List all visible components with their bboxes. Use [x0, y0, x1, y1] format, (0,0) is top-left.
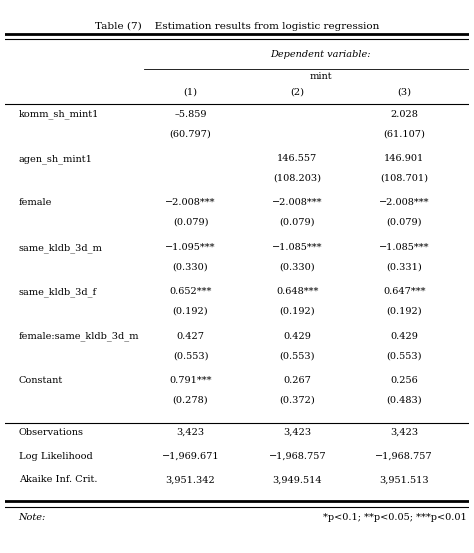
Text: (2): (2): [291, 88, 304, 97]
Text: (0.192): (0.192): [386, 307, 422, 316]
Text: −2.008***: −2.008***: [379, 199, 429, 207]
Text: mint: mint: [310, 72, 332, 81]
Text: −1,968.757: −1,968.757: [269, 452, 326, 461]
Text: (0.192): (0.192): [173, 307, 209, 316]
Text: (0.278): (0.278): [173, 396, 209, 405]
Text: 0.429: 0.429: [283, 332, 311, 341]
Text: −1,969.671: −1,969.671: [162, 452, 219, 461]
Text: (3): (3): [397, 88, 411, 97]
Text: (60.797): (60.797): [170, 129, 211, 138]
Text: 146.557: 146.557: [277, 154, 318, 163]
Text: −1,968.757: −1,968.757: [375, 452, 433, 461]
Text: (0.079): (0.079): [280, 218, 315, 227]
Text: (0.192): (0.192): [280, 307, 315, 316]
Text: 3,951.513: 3,951.513: [379, 476, 429, 484]
Text: (0.079): (0.079): [386, 218, 422, 227]
Text: female:same_kldb_3d_m: female:same_kldb_3d_m: [18, 332, 139, 341]
Text: −1.085***: −1.085***: [272, 243, 323, 252]
Text: 2.028: 2.028: [390, 109, 418, 118]
Text: 0.267: 0.267: [283, 376, 311, 385]
Text: 0.652***: 0.652***: [169, 288, 212, 296]
Text: Constant: Constant: [18, 376, 63, 385]
Text: (0.372): (0.372): [280, 396, 315, 405]
Text: 3,423: 3,423: [176, 427, 205, 437]
Text: 3,949.514: 3,949.514: [273, 476, 322, 484]
Text: *p<0.1; **p<0.05; ***p<0.01: *p<0.1; **p<0.05; ***p<0.01: [323, 513, 467, 523]
Text: (0.330): (0.330): [280, 263, 315, 272]
Text: (1): (1): [183, 88, 198, 97]
Text: (108.701): (108.701): [380, 174, 428, 182]
Text: 146.901: 146.901: [384, 154, 424, 163]
Text: 0.648***: 0.648***: [276, 288, 319, 296]
Text: −2.008***: −2.008***: [272, 199, 323, 207]
Text: Log Likelihood: Log Likelihood: [18, 452, 92, 461]
Text: (0.553): (0.553): [386, 351, 422, 361]
Text: 0.647***: 0.647***: [383, 288, 426, 296]
Text: (0.079): (0.079): [173, 218, 208, 227]
Text: (0.553): (0.553): [173, 351, 208, 361]
Text: (0.330): (0.330): [173, 263, 209, 272]
Text: 0.427: 0.427: [176, 332, 205, 341]
Text: Observations: Observations: [18, 427, 84, 437]
Text: 3,423: 3,423: [390, 427, 418, 437]
Text: 3,951.342: 3,951.342: [166, 476, 215, 484]
Text: (108.203): (108.203): [273, 174, 321, 182]
Text: 0.256: 0.256: [391, 376, 418, 385]
Text: 0.429: 0.429: [390, 332, 418, 341]
Text: Table (7)    Estimation results from logistic regression: Table (7) Estimation results from logist…: [95, 22, 379, 31]
Text: agen_sh_mint1: agen_sh_mint1: [18, 154, 92, 164]
Text: same_kldb_3d_m: same_kldb_3d_m: [18, 243, 102, 253]
Text: 3,423: 3,423: [283, 427, 311, 437]
Text: −1.085***: −1.085***: [379, 243, 429, 252]
Text: Dependent variable:: Dependent variable:: [270, 50, 371, 59]
Text: female: female: [18, 199, 52, 207]
Text: (0.331): (0.331): [386, 263, 422, 272]
Text: Note:: Note:: [18, 513, 46, 523]
Text: −1.095***: −1.095***: [165, 243, 216, 252]
Text: (61.107): (61.107): [383, 129, 425, 138]
Text: komm_sh_mint1: komm_sh_mint1: [18, 109, 99, 119]
Text: same_kldb_3d_f: same_kldb_3d_f: [18, 288, 97, 297]
Text: 0.791***: 0.791***: [169, 376, 212, 385]
Text: Akaike Inf. Crit.: Akaike Inf. Crit.: [18, 476, 97, 484]
Text: (0.553): (0.553): [280, 351, 315, 361]
Text: (0.483): (0.483): [386, 396, 422, 405]
Text: –5.859: –5.859: [174, 109, 207, 118]
Text: −2.008***: −2.008***: [165, 199, 216, 207]
